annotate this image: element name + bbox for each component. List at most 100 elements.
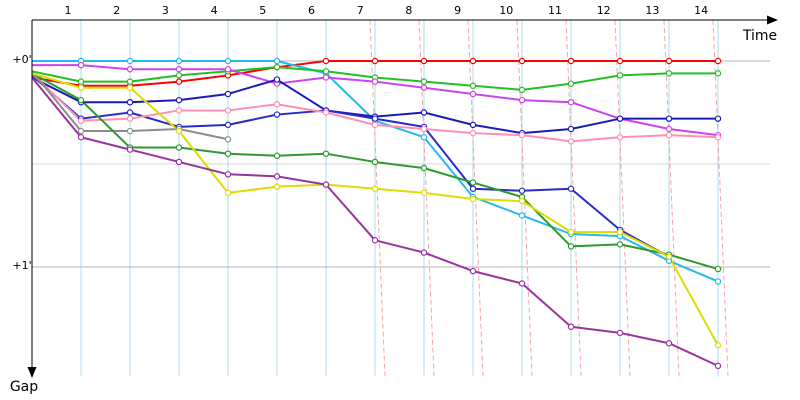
data-point <box>518 212 526 219</box>
x-axis-arrow <box>767 15 778 25</box>
data-point <box>665 131 673 139</box>
data-point <box>567 80 575 87</box>
data-point <box>469 82 477 89</box>
data-point <box>224 107 232 114</box>
data-point <box>420 189 428 197</box>
data-point <box>175 78 183 85</box>
data-point <box>420 164 428 172</box>
data-point <box>420 109 428 116</box>
data-point <box>616 115 624 122</box>
data-point <box>469 129 477 137</box>
y-axis-arrow <box>27 367 37 378</box>
y-tick-label: +0' <box>12 53 31 66</box>
data-point <box>77 84 85 91</box>
data-point <box>126 115 134 122</box>
series-line-6 <box>31 74 670 258</box>
data-point <box>420 78 428 85</box>
data-point <box>273 183 281 190</box>
data-point <box>665 115 673 122</box>
data-point <box>518 57 526 65</box>
data-point <box>77 61 85 69</box>
y-tick-label: +1' <box>12 259 31 272</box>
data-point <box>126 78 134 85</box>
guide-line <box>418 19 435 377</box>
x-tick-label: 12 <box>597 4 611 17</box>
data-point <box>567 243 575 250</box>
data-point <box>518 197 526 205</box>
x-tick-label: 8 <box>405 4 412 17</box>
data-point <box>469 185 477 192</box>
data-point <box>518 187 526 194</box>
data-point <box>126 127 134 135</box>
data-point <box>126 84 134 91</box>
data-point <box>714 362 722 370</box>
data-point <box>665 70 673 77</box>
data-point <box>420 125 428 133</box>
data-point <box>665 125 673 133</box>
x-tick-label: 3 <box>162 4 169 17</box>
data-point <box>322 181 330 188</box>
data-point <box>714 134 722 141</box>
data-point <box>714 265 722 273</box>
data-point <box>567 185 575 192</box>
data-point <box>714 115 722 122</box>
data-point <box>77 127 85 135</box>
data-point <box>714 342 722 349</box>
data-point <box>714 278 722 285</box>
x-tick-label: 7 <box>357 4 364 17</box>
y-tick-labels: +0' +1' <box>12 53 31 272</box>
x-axis-title: Time <box>742 28 777 44</box>
data-point <box>714 70 722 77</box>
data-point <box>224 57 232 65</box>
data-point <box>469 90 477 98</box>
data-point <box>224 121 232 129</box>
data-point <box>420 57 428 65</box>
data-point <box>371 78 379 85</box>
data-point <box>273 57 281 65</box>
data-point <box>420 84 428 91</box>
guide-line <box>712 19 729 377</box>
data-point <box>420 134 428 141</box>
data-point <box>567 228 575 236</box>
data-point <box>469 267 477 275</box>
data-point <box>567 125 575 133</box>
data-point <box>273 101 281 108</box>
x-tick-label: 11 <box>548 4 562 17</box>
data-point <box>518 280 526 287</box>
data-point <box>665 253 673 260</box>
x-tick-label: 5 <box>259 4 266 17</box>
data-point <box>567 98 575 106</box>
x-tick-label: 14 <box>694 4 708 17</box>
x-tick-label: 2 <box>113 4 120 17</box>
data-point <box>273 76 281 83</box>
data-point <box>126 66 134 73</box>
series-points <box>77 57 722 370</box>
x-tick-label: 4 <box>211 4 218 17</box>
data-point <box>665 340 673 347</box>
data-point <box>665 57 673 65</box>
data-point <box>371 158 379 166</box>
data-point <box>616 329 624 337</box>
guide-line <box>614 19 631 377</box>
x-tick-label: 13 <box>645 4 659 17</box>
guide-line <box>663 19 680 377</box>
x-tick-label: 6 <box>308 4 315 17</box>
horizontal-gridlines <box>32 60 770 268</box>
data-point <box>322 68 330 75</box>
data-point <box>616 241 624 248</box>
data-point <box>175 127 183 135</box>
data-point <box>616 228 624 236</box>
data-point <box>175 72 183 79</box>
data-point <box>126 109 134 116</box>
data-point <box>224 189 232 197</box>
x-tick-label: 9 <box>454 4 461 17</box>
x-tick-labels: 1 2 3 4 5 6 7 8 9 10 11 12 13 14 <box>65 4 709 17</box>
data-point <box>616 134 624 141</box>
data-point <box>224 136 232 143</box>
data-point <box>224 150 232 157</box>
x-tick-label: 10 <box>499 4 513 17</box>
data-point <box>616 72 624 79</box>
data-point <box>469 195 477 203</box>
data-point <box>322 109 330 116</box>
